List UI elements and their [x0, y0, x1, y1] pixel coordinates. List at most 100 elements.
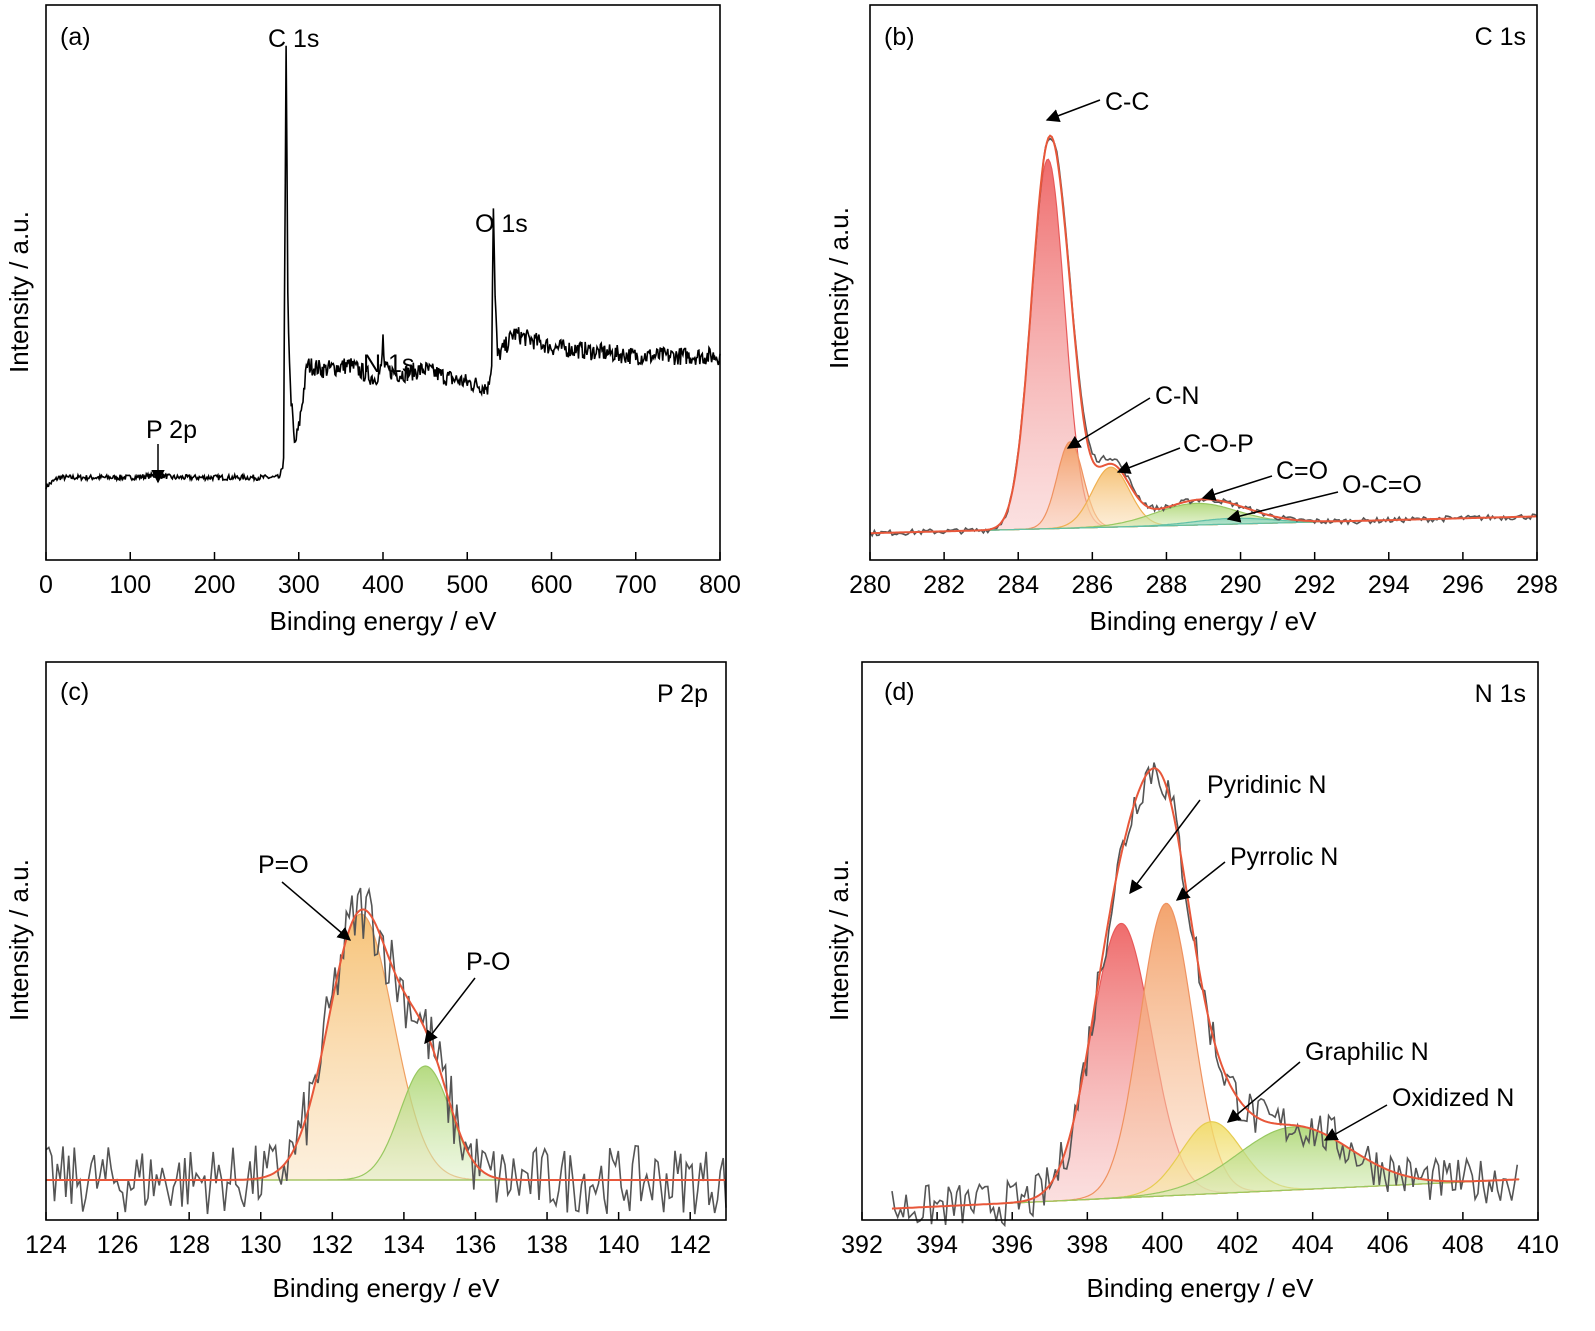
oxidized-peak-label: Oxidized N: [1392, 1084, 1514, 1112]
x-tick-label: 280: [849, 571, 891, 599]
x-tick-label: 408: [1442, 1231, 1484, 1259]
x-tick-label: 100: [109, 571, 151, 599]
panel-c-p2p-spectrum: (c) P 2p P=O P-O 124 126 128 130 132 134 136 13…: [4, 661, 727, 1303]
fit-envelope-line: [870, 134, 1537, 535]
x-tick-label: 126: [97, 1231, 139, 1259]
pyridinic-arrow: [1129, 799, 1201, 895]
raw-spectrum-line: [891, 762, 1519, 1228]
x-tick-label: 128: [168, 1231, 210, 1259]
x-tick-label: 400: [362, 571, 404, 599]
x-tick-label: 286: [1071, 571, 1113, 599]
panel-c-x-ticks: 124 126 128 130 132 134 136 138 140 142: [25, 1212, 711, 1259]
x-tick-label: 124: [25, 1231, 67, 1259]
po-peak-label: P-O: [466, 948, 510, 976]
panel-c-x-axis-label: Binding energy / eV: [273, 1273, 501, 1303]
x-tick-label: 394: [916, 1231, 958, 1259]
x-tick-label: 292: [1294, 571, 1336, 599]
oxidized-arrow: [1323, 1104, 1388, 1141]
cc-peak-label: C-C: [1105, 88, 1149, 116]
x-tick-label: 410: [1517, 1231, 1559, 1259]
ceqo-peak-label: C=O: [1276, 457, 1328, 485]
x-tick-label: 138: [526, 1231, 568, 1259]
panel-b-frame: [869, 4, 1538, 561]
x-tick-label: 0: [39, 571, 53, 599]
x-tick-label: 284: [997, 571, 1039, 599]
raw-spectrum-line: [869, 137, 1538, 538]
x-tick-label: 396: [991, 1231, 1033, 1259]
panel-b-c1s-spectrum: (b) C 1s C-C C-N C-O-P C=O O-C=O 280 282 2…: [824, 4, 1558, 636]
panel-a-survey-spectrum: (a) C 1s O 1s N 1s P 2p 0 100 200 300 400 500…: [4, 4, 741, 636]
component-peak: [46, 913, 726, 1181]
x-tick-label: 392: [841, 1231, 883, 1259]
x-tick-label: 282: [923, 571, 965, 599]
graphilic-arrow: [1226, 1061, 1301, 1123]
fit-envelope-line: [46, 908, 726, 1181]
cop-peak-label: C-O-P: [1183, 430, 1254, 458]
cop-arrow: [1116, 447, 1181, 474]
panel-c-label: (c): [60, 678, 89, 706]
x-tick-label: 140: [598, 1231, 640, 1259]
x-tick-label: 142: [669, 1231, 711, 1259]
x-tick-label: 298: [1516, 571, 1558, 599]
raw-spectrum-line: [45, 886, 727, 1215]
oceqo-arrow: [1226, 491, 1339, 523]
graphilic-peak-label: Graphilic N: [1305, 1038, 1429, 1066]
x-tick-label: 290: [1220, 571, 1262, 599]
o1s-peak-label: O 1s: [475, 210, 528, 238]
c1s-peak-label: C 1s: [268, 25, 319, 53]
x-tick-label: 800: [699, 571, 741, 599]
component-peak: [870, 158, 1537, 534]
panel-c-corner-label: P 2p: [657, 680, 708, 708]
panel-d-plot-area: [891, 762, 1520, 1228]
x-tick-label: 600: [531, 571, 573, 599]
x-tick-label: 300: [278, 571, 320, 599]
panel-a-y-axis-label: Intensity / a.u.: [4, 211, 34, 373]
x-tick-label: 288: [1146, 571, 1188, 599]
component-peak: [870, 515, 1537, 534]
component-peak: [891, 1126, 1520, 1210]
x-tick-label: 132: [311, 1231, 353, 1259]
cn-peak-label: C-N: [1155, 382, 1199, 410]
panel-a-label: (a): [60, 23, 91, 51]
panel-c-plot-area: [45, 886, 727, 1215]
panel-b-y-axis-label: Intensity / a.u.: [824, 207, 854, 369]
panel-c-frame: [45, 661, 727, 1221]
pyrrolic-peak-label: Pyrrolic N: [1230, 843, 1338, 871]
x-tick-label: 296: [1442, 571, 1484, 599]
x-tick-label: 500: [446, 571, 488, 599]
x-tick-label: 294: [1368, 571, 1410, 599]
panel-d-x-axis-label: Binding energy / eV: [1087, 1273, 1315, 1303]
panel-d-n1s-spectrum: (d) N 1s Pyridinic N Pyrrolic N Graphili…: [824, 661, 1559, 1303]
panel-a-x-axis-label: Binding energy / eV: [270, 606, 498, 636]
cc-arrow: [1045, 99, 1101, 123]
x-tick-label: 136: [455, 1231, 497, 1259]
x-tick-label: 404: [1292, 1231, 1334, 1259]
panel-d-label: (d): [884, 678, 915, 706]
cn-arrow: [1066, 397, 1151, 449]
pyridinic-peak-label: Pyridinic N: [1207, 771, 1326, 799]
panel-a-x-ticks: 0 100 200 300 400 500 600 700 800: [39, 552, 741, 599]
x-tick-label: 134: [383, 1231, 425, 1259]
x-tick-label: 700: [615, 571, 657, 599]
component-peak: [891, 1121, 1520, 1210]
x-tick-label: 130: [240, 1231, 282, 1259]
fit-envelope-line: [891, 767, 1519, 1210]
panel-b-plot-area: [869, 134, 1538, 538]
x-tick-label: 398: [1066, 1231, 1108, 1259]
p2p-peak-label: P 2p: [146, 416, 197, 444]
pyrrolic-arrow: [1175, 861, 1226, 901]
panel-b-corner-label: C 1s: [1475, 23, 1526, 51]
po-arrow: [424, 977, 476, 1045]
peqo-arrow: [281, 881, 352, 941]
n1s-peak-label: N 1s: [363, 350, 414, 378]
panel-c-y-axis-label: Intensity / a.u.: [4, 859, 34, 1021]
peqo-peak-label: P=O: [258, 851, 309, 879]
x-tick-label: 406: [1367, 1231, 1409, 1259]
x-tick-label: 400: [1142, 1231, 1184, 1259]
panel-b-x-ticks: 280 282 284 286 288 290 292 294 296 298: [849, 552, 1558, 599]
oceqo-peak-label: O-C=O: [1342, 471, 1422, 499]
ceqo-arrow: [1201, 475, 1273, 501]
x-tick-label: 200: [194, 571, 236, 599]
panel-b-x-axis-label: Binding energy / eV: [1090, 606, 1318, 636]
